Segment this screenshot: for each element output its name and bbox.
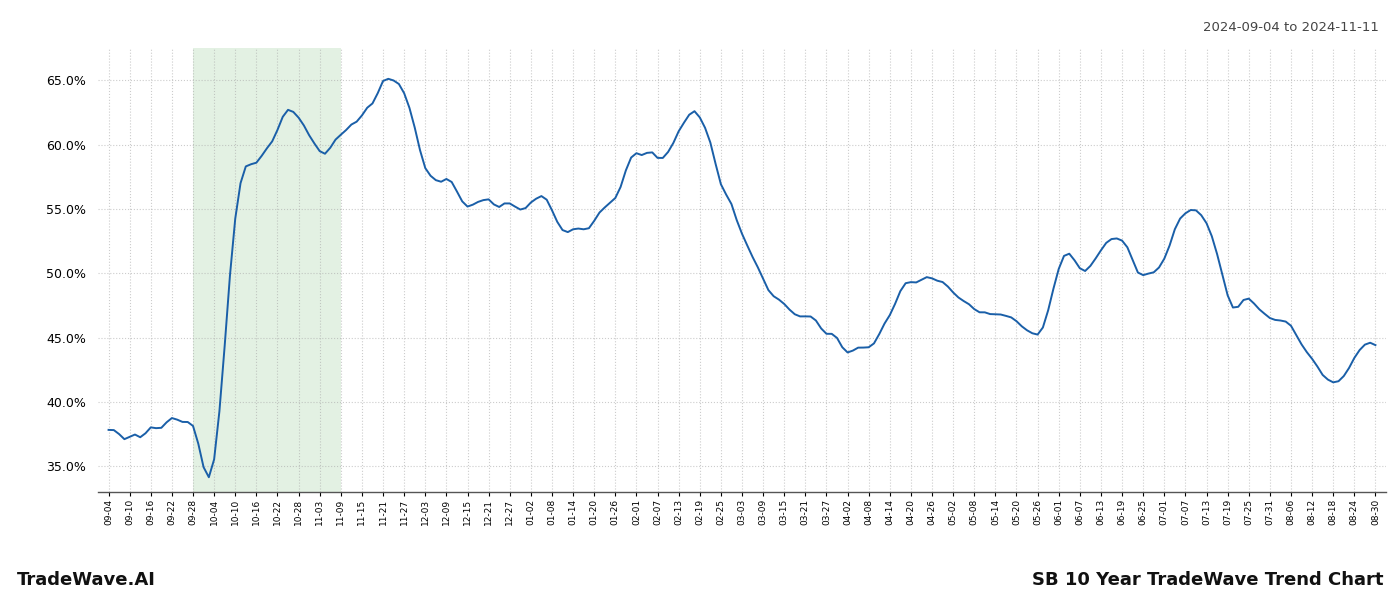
Text: SB 10 Year TradeWave Trend Chart: SB 10 Year TradeWave Trend Chart [1032,571,1383,589]
Text: 2024-09-04 to 2024-11-11: 2024-09-04 to 2024-11-11 [1203,21,1379,34]
Text: TradeWave.AI: TradeWave.AI [17,571,155,589]
Bar [193,48,340,492]
